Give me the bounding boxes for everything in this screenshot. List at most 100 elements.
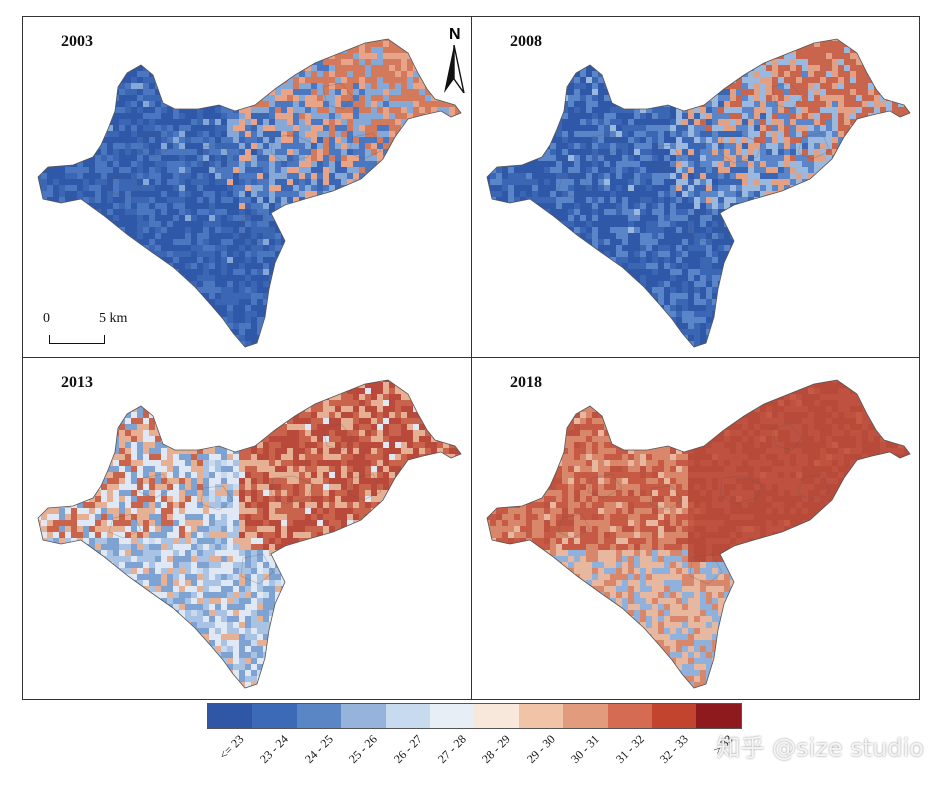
raster-cell [353,125,359,131]
raster-cell [281,95,287,101]
raster-cell [209,287,215,293]
raster-cell [161,59,167,65]
raster-cell [119,125,125,131]
raster-cell [281,311,287,317]
raster-cell [281,161,287,167]
raster-cell [89,287,95,293]
raster-cell [317,341,323,347]
raster-cell [89,53,95,59]
raster-cell [586,65,592,71]
raster-cell [892,41,898,47]
raster-cell [413,185,419,191]
raster-cell [790,39,796,41]
raster-cell [383,257,389,263]
raster-cell [29,353,35,357]
raster-cell [161,119,167,125]
raster-cell [886,65,892,71]
raster-cell [167,125,173,131]
raster-cell [209,197,215,203]
raster-cell [371,71,377,77]
raster-cell [748,29,754,35]
raster-cell [35,347,41,353]
raster-cell [365,17,371,23]
raster-cell [532,71,538,77]
raster-cell [191,23,197,29]
raster-cell [431,341,437,347]
raster-cell [281,17,287,23]
raster-cell [263,143,269,149]
raster-cell [29,215,35,221]
raster-cell [335,83,341,89]
raster-cell [389,293,395,299]
raster-cell [65,107,71,113]
raster-cell [137,113,143,119]
raster-cell [808,47,814,53]
raster-cell [359,269,365,275]
raster-cell [221,227,227,233]
raster-cell [89,113,95,119]
raster-cell [299,95,305,101]
raster-cell [467,221,470,227]
raster-cell [401,107,407,113]
raster-cell [365,335,371,341]
raster-cell [449,281,455,287]
raster-cell [263,39,269,41]
raster-cell [389,269,395,275]
raster-cell [107,185,113,191]
raster-cell [335,305,341,311]
raster-cell [311,167,317,173]
raster-cell [347,179,353,185]
raster-cell [131,227,137,233]
raster-cell [263,167,269,173]
raster-cell [616,23,622,29]
raster-cell [652,65,658,71]
raster-cell [401,65,407,71]
raster-cell [377,353,383,357]
raster-cell [275,293,281,299]
raster-cell [41,83,47,89]
raster-cell [125,167,131,173]
raster-cell [251,119,257,125]
raster-cell [275,125,281,131]
raster-cell [185,17,191,23]
raster-cell [700,39,706,41]
raster-cell [173,311,179,317]
raster-cell [502,39,508,41]
raster-cell [832,17,838,23]
raster-cell [592,59,598,65]
raster-cell [335,95,341,101]
raster-cell [688,29,694,35]
raster-cell [143,197,149,203]
raster-cell [467,131,470,137]
raster-cell [233,299,239,305]
raster-cell [467,275,470,281]
raster-cell [335,209,341,215]
raster-cell [377,71,383,77]
raster-cell [461,251,467,257]
raster-cell [377,53,383,59]
raster-cell [215,29,221,35]
raster-cell [29,191,35,197]
raster-cell [916,29,919,35]
raster-cell [197,83,203,89]
raster-cell [125,119,131,125]
raster-cell [299,125,305,131]
raster-cell [23,245,29,251]
raster-cell [299,179,305,185]
raster-cell [251,29,257,35]
raster-cell [209,59,215,65]
raster-cell [95,233,101,239]
raster-cell [227,47,233,53]
raster-cell [173,77,179,83]
raster-cell [437,353,443,357]
raster-cell [341,149,347,155]
raster-cell [167,59,173,65]
raster-cell [185,125,191,131]
raster-cell [179,167,185,173]
raster-cell [371,251,377,257]
raster-cell [760,29,766,35]
raster-cell [389,185,395,191]
raster-cell [47,287,53,293]
raster-cell [41,263,47,269]
raster-cell [197,143,203,149]
